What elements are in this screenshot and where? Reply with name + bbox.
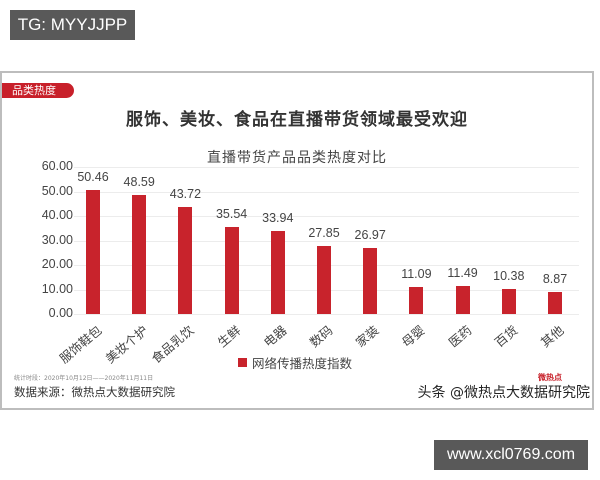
x-axis-category-label: 美妆个护 bbox=[102, 322, 151, 367]
y-axis-tick-label: 50.00 bbox=[41, 183, 73, 198]
gridline bbox=[74, 191, 579, 193]
site-url-badge: www.xcl0769.com bbox=[434, 440, 588, 470]
bar bbox=[455, 285, 470, 314]
bar bbox=[409, 286, 424, 314]
bar-value-label: 27.85 bbox=[308, 225, 340, 240]
bar-value-label: 26.97 bbox=[354, 227, 386, 242]
bar-value-label: 43.72 bbox=[169, 186, 202, 201]
x-axis-category-label: 食品乳饮 bbox=[148, 322, 197, 367]
chart-legend: 网络传播热度指数 bbox=[238, 353, 352, 372]
weibo-logo-icon: 微热点 bbox=[538, 373, 562, 382]
bar-value-label: 50.46 bbox=[77, 170, 109, 185]
x-axis-category-label: 服饰鞋包 bbox=[56, 322, 105, 367]
data-source: 数据来源：微热点大数据研究院 bbox=[14, 385, 175, 399]
gridline bbox=[74, 314, 579, 315]
bar bbox=[548, 292, 562, 314]
y-axis-tick-label: 30.00 bbox=[41, 232, 73, 247]
gridline bbox=[74, 240, 579, 242]
x-axis-category-label: 生鲜 bbox=[214, 322, 244, 351]
bar bbox=[178, 206, 193, 314]
bar-value-label: 11.09 bbox=[401, 266, 432, 281]
gridline bbox=[74, 216, 579, 217]
bar bbox=[132, 194, 147, 314]
bar bbox=[317, 245, 331, 314]
y-axis-tick-label: 10.00 bbox=[41, 281, 73, 296]
y-axis-tick-label: 40.00 bbox=[41, 208, 73, 222]
bar-value-label: 35.54 bbox=[215, 206, 248, 221]
bar-chart-plot: 0.00 10.00 20.00 30.00 40.00 50.00 60.00 50.46 服… bbox=[2, 73, 592, 408]
y-axis-tick-label: 20.00 bbox=[41, 257, 73, 271]
bar-value-label: 10.38 bbox=[493, 268, 525, 283]
bar bbox=[270, 230, 285, 314]
x-axis-category-label: 数码 bbox=[306, 322, 336, 351]
legend-label: 网络传播热度指数 bbox=[252, 356, 353, 371]
x-axis-category-label: 家装 bbox=[352, 322, 382, 351]
bar bbox=[86, 190, 100, 314]
bar bbox=[363, 247, 378, 314]
chart-title: 直播带货产品品类热度对比 bbox=[207, 150, 387, 166]
gridline bbox=[74, 167, 579, 168]
stat-period-note: 统计时段：2020年10月12日——2020年11月11日 bbox=[14, 375, 154, 382]
x-axis-category-label: 医药 bbox=[445, 322, 475, 351]
bar-value-label: 8.87 bbox=[542, 272, 568, 287]
chart-card: 品类热度 服饰、美妆、食品在直播带货领域最受欢迎 直播带货产品品类热度对比 0.… bbox=[0, 71, 594, 410]
bar bbox=[224, 226, 239, 314]
category-tag: 品类热度 bbox=[2, 83, 74, 98]
x-axis-category-label: 母婴 bbox=[399, 322, 428, 351]
bar-value-label: 33.94 bbox=[262, 210, 294, 225]
toutiao-watermark: 头条 @微热点大数据研究院 bbox=[417, 385, 590, 401]
page-title: 服饰、美妆、食品在直播带货领域最受欢迎 bbox=[126, 110, 468, 130]
bar bbox=[501, 288, 516, 314]
top-watermark-badge: TG: MYYJJPP bbox=[10, 10, 135, 40]
y-axis-tick-label: 60.00 bbox=[41, 159, 73, 173]
bar-value-label: 11.49 bbox=[447, 265, 478, 280]
x-axis-category-label: 电器 bbox=[260, 322, 290, 351]
x-axis-category-label: 其他 bbox=[537, 322, 567, 351]
y-axis-tick-label: 0.00 bbox=[48, 306, 73, 320]
x-axis-category-label: 百货 bbox=[491, 322, 521, 351]
bar-value-label: 48.59 bbox=[123, 174, 155, 189]
legend-swatch-icon bbox=[238, 358, 247, 367]
